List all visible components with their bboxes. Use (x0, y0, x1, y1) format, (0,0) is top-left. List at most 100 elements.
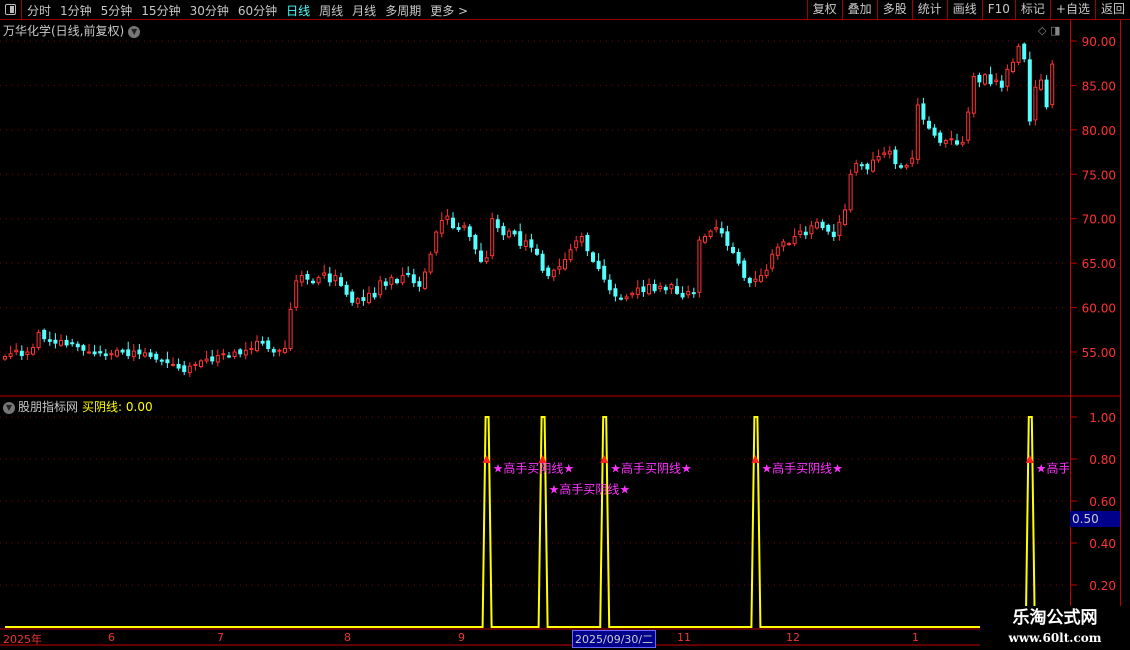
period-tab[interactable]: 月线 (352, 4, 377, 18)
indicator-tick-label: 0.40 (1089, 537, 1116, 551)
toolbar-button[interactable]: F10 (981, 0, 1015, 20)
candle-body (277, 349, 282, 352)
candle-body (663, 286, 668, 291)
candle-body (193, 363, 198, 366)
candle-body (708, 230, 713, 237)
candle-body (742, 260, 747, 278)
indicator-value: 0.00 (125, 400, 153, 414)
candle-body (204, 358, 209, 362)
candle-body (1011, 61, 1015, 73)
candle-body (619, 297, 623, 300)
candle-body (98, 351, 103, 354)
chevron-down-icon[interactable]: ▼ (3, 401, 15, 414)
candle-body (910, 157, 915, 164)
candle-body (641, 286, 646, 293)
diamond-icon[interactable]: ◇ (1038, 24, 1047, 37)
period-tab[interactable]: 5分钟 (100, 4, 133, 18)
candle-body (456, 227, 461, 230)
candle-body (182, 365, 187, 373)
period-tab[interactable]: 15分钟 (141, 4, 181, 18)
indicator-tick-label: 1.00 (1089, 411, 1116, 425)
toolbar-button[interactable]: 返回 (1094, 0, 1130, 20)
candle-body (882, 152, 887, 155)
period-tab[interactable]: 分时 (27, 4, 52, 18)
candle-body (613, 288, 618, 297)
candle-body (53, 339, 58, 344)
candle-body (92, 351, 97, 355)
candle-body (848, 173, 853, 211)
candle-body (563, 259, 567, 270)
candle-body (820, 221, 825, 229)
price-tick-label: 80.00 (1082, 124, 1116, 138)
candle-body (8, 353, 13, 357)
layout-toggle-icon[interactable] (0, 0, 22, 20)
toolbar-button[interactable]: 画线 (946, 0, 982, 20)
candle-body (652, 283, 657, 292)
toolbar-button[interactable]: 叠加 (841, 0, 877, 20)
candle-body (395, 279, 399, 284)
candle-body (36, 331, 41, 349)
toolbar-button[interactable]: 标记 (1014, 0, 1050, 20)
candle-body (423, 271, 427, 289)
candle-body (826, 224, 831, 232)
toolbar-button[interactable]: 多股 (876, 0, 912, 20)
chart-title: 万华化学(日线,前复权) ▼ (3, 22, 141, 39)
candle-body (479, 250, 483, 262)
signal-arrow-icon (751, 455, 760, 463)
candle-body (507, 230, 511, 238)
candle-body (854, 163, 859, 173)
toolbar-button[interactable]: +自选 (1049, 0, 1095, 20)
candle-body (367, 292, 371, 304)
period-tab[interactable]: 多周期 (385, 4, 422, 18)
candle-body (266, 340, 271, 349)
candle-body (557, 266, 562, 270)
signal-arrow-icon (482, 455, 491, 463)
period-tab[interactable]: 30分钟 (189, 4, 229, 18)
signal-label: ★高手买阴线★ (761, 460, 843, 475)
candle-body (221, 353, 226, 356)
panel-toggle-icon[interactable]: ◨ (1049, 24, 1061, 37)
period-tab[interactable]: 周线 (319, 4, 344, 18)
candle-body (809, 225, 814, 235)
candle-body (551, 269, 556, 278)
period-tab[interactable]: 更多 > (430, 4, 469, 18)
candle-body (971, 76, 976, 114)
toolbar: 分时 1分钟 5分钟 15分钟 30分钟 60分钟 日线 周线 月线 多周期 更多 > 复权 叠加 多股… (0, 0, 1130, 20)
candle-body (227, 355, 231, 358)
date-label: 9 (458, 631, 465, 644)
date-label: 7 (217, 631, 224, 644)
candle-body (529, 239, 534, 248)
chevron-down-icon[interactable]: ▼ (128, 25, 141, 38)
candle-body (495, 219, 500, 229)
candle-body (19, 350, 24, 357)
candle-body (994, 79, 999, 83)
candle-body (904, 164, 909, 168)
candle-body (434, 231, 439, 253)
candle-body (232, 351, 237, 357)
candle-body (837, 221, 842, 236)
candle-body (921, 103, 926, 120)
candle-body (1039, 79, 1043, 90)
candle-body (126, 349, 131, 357)
toolbar-button[interactable]: 复权 (806, 0, 842, 20)
candle-body (339, 277, 343, 286)
indicator-tick-label: 0.60 (1089, 495, 1116, 509)
period-tab[interactable]: 1分钟 (60, 4, 92, 18)
period-tab[interactable]: 60分钟 (237, 4, 278, 18)
candle-body (753, 278, 758, 283)
candle-body (215, 355, 220, 363)
candle-body (327, 273, 332, 283)
candle-body (501, 226, 506, 236)
cursor-value-box: 0.50 (1070, 511, 1120, 527)
toolbar-button[interactable]: 统计 (911, 0, 947, 20)
period-tab[interactable]: 日线 (286, 4, 311, 18)
candle-body (3, 355, 7, 360)
candle-body (635, 287, 640, 295)
candle-body (243, 349, 248, 356)
candle-body (187, 365, 192, 374)
candle-body (960, 141, 965, 145)
candle-body (675, 286, 679, 294)
candle-body (210, 356, 215, 362)
candle-body (915, 104, 920, 160)
